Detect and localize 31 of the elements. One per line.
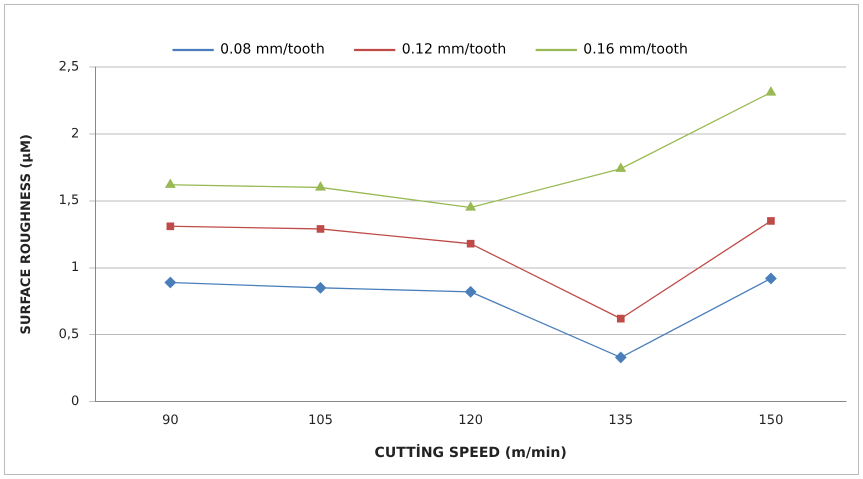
point [616, 163, 626, 172]
x-tick-label: 105 [308, 412, 333, 428]
legend-label: 0.16 mm/tooth [583, 42, 688, 58]
point [765, 272, 777, 284]
x-tick-label: 135 [608, 412, 634, 428]
point [316, 182, 326, 191]
x-tick-label: 150 [758, 412, 784, 428]
y-tick-label: 2 [70, 126, 80, 142]
y-tick-label: 1,5 [58, 193, 80, 208]
point [616, 314, 625, 322]
x-tick-label: 90 [162, 412, 179, 428]
y-tick-label: 0 [70, 394, 80, 409]
y-tick-label: 0,5 [58, 327, 80, 342]
legend-label: 0.08 mm/tooth [220, 42, 325, 58]
legend-label: 0.12 mm/tooth [402, 42, 506, 58]
point [165, 179, 176, 188]
y-tick-label: 2,5 [58, 59, 80, 74]
point [466, 202, 476, 211]
y-tick-label: 1 [70, 260, 80, 276]
point [464, 286, 476, 298]
point [166, 222, 174, 230]
point [164, 276, 176, 288]
point [766, 86, 776, 96]
point [314, 282, 326, 294]
point [767, 217, 775, 225]
x-axis-title: CUTTİNG SPEED (m/min) [374, 444, 567, 462]
point [466, 240, 474, 248]
y-axis-title: SURFACE ROUGHNESS (μM) [19, 134, 34, 334]
point [316, 225, 324, 233]
point [615, 352, 626, 364]
x-tick-label: 120 [458, 412, 484, 428]
